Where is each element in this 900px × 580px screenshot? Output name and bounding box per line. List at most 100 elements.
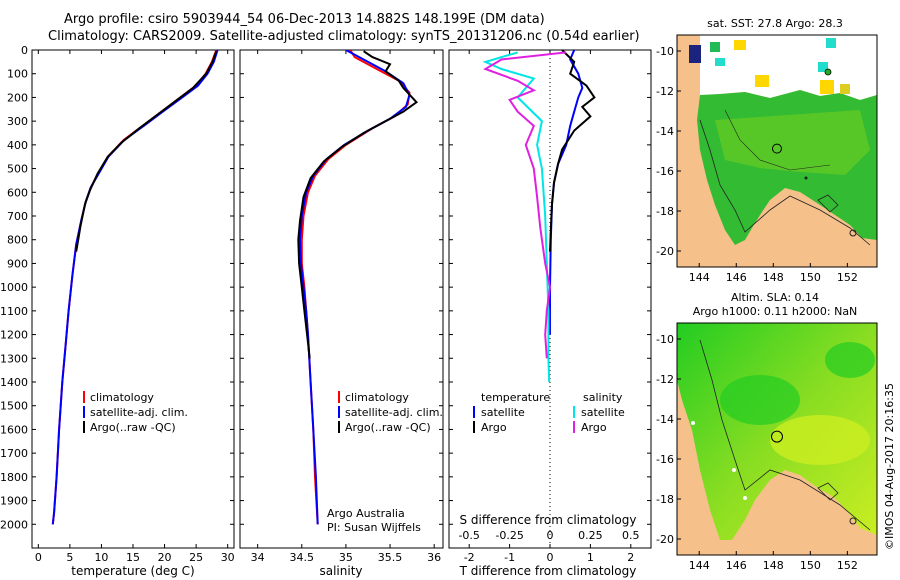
map-lat-label: -10 <box>656 45 674 58</box>
map-lat-label: -20 <box>656 245 674 258</box>
reef-ring <box>849 229 857 237</box>
imos-timestamp: ©IMOS 04-Aug-2017 20:16:35 <box>883 383 896 550</box>
sla-high-anomaly <box>770 415 870 465</box>
depth-tick-label: 1400 <box>0 376 28 389</box>
x-tick-label: 5 <box>66 551 73 564</box>
map-lon-label: 150 <box>800 559 821 572</box>
depth-tick-label: 700 <box>7 210 28 223</box>
map-lon-label: 148 <box>763 559 784 572</box>
map-lon-label: 144 <box>689 271 710 284</box>
depth-tick-label: 200 <box>7 91 28 104</box>
s-diff-tick-label: -0.25 <box>495 529 523 542</box>
salinity-legend: climatology satellite-adj. clim. Argo(..… <box>327 391 443 534</box>
sst-patch <box>820 80 834 94</box>
sst-map <box>677 35 877 267</box>
sst-map-axes: 144 146 148 150 152 -10 -12 -14 -16 -18 -20 <box>656 45 858 284</box>
depth-tick-label: 800 <box>7 234 28 247</box>
legend-satellite-label: satellite-adj. clim. <box>345 406 443 419</box>
depth-axis: 0 100 200 300 400 500 600 700 800 900 1000 1100 1200… <box>0 44 28 531</box>
sla-low-anomaly <box>720 375 800 425</box>
depth-tick-label: 600 <box>7 186 28 199</box>
series-climatology <box>300 50 411 525</box>
depth-tick-label: 1000 <box>0 281 28 294</box>
x-tick-label: 2 <box>627 551 634 564</box>
sst-patch <box>710 42 720 52</box>
depth-tick-label: 1600 <box>0 423 28 436</box>
salinity-x-axis: 34 34.5 35 35.5 36 <box>240 49 443 564</box>
reef-contour <box>724 109 831 171</box>
depth-tick-label: 2000 <box>0 518 28 531</box>
x-tick-label: 25 <box>189 551 203 564</box>
sst-patch <box>734 40 746 50</box>
reef-dot <box>732 468 736 472</box>
depth-tick-label: 500 <box>7 163 28 176</box>
x-tick-label: 30 <box>221 551 235 564</box>
temperature-legend: climatology satellite-adj. clim. Argo(..… <box>83 391 188 434</box>
series-t-argo <box>549 50 596 252</box>
t-difference-axis-label: T difference from climatology <box>459 564 637 578</box>
sla-map-title-1: Altim. SLA: 0.14 <box>731 291 819 304</box>
series-t-satellite <box>549 50 584 335</box>
series-argo-raw-qc <box>75 50 218 252</box>
reef-dot <box>804 176 808 180</box>
depth-tick-label: 1700 <box>0 447 28 460</box>
s-diff-tick-label: 0.5 <box>622 529 640 542</box>
x-tick-label: 15 <box>126 551 140 564</box>
difference-legend: temperature satellite Argo salinity sate… <box>473 391 625 434</box>
series-argo-raw-qc <box>297 50 418 359</box>
legend-s-argo-label: Argo <box>581 421 607 434</box>
map-lat-label: -18 <box>656 205 674 218</box>
x-tick-label: 35 <box>339 551 353 564</box>
depth-tick-label: 1300 <box>0 352 28 365</box>
sla-map-title-2: Argo h1000: 0.11 h2000: NaN <box>693 305 858 318</box>
map-lat-label: -10 <box>656 333 674 346</box>
salinity-axis-label: salinity <box>319 564 362 578</box>
x-tick-label: 20 <box>158 551 172 564</box>
s-difference-axis-label: S difference from climatology <box>460 513 637 527</box>
legend-satellite-label: satellite-adj. clim. <box>90 406 188 419</box>
s-diff-tick-label: 0 <box>547 529 554 542</box>
x-tick-label: 34 <box>251 551 265 564</box>
title-line-1: Argo profile: csiro 5903944_54 06-Dec-20… <box>64 12 545 27</box>
island-marker <box>824 68 832 76</box>
map-lon-label: 148 <box>763 271 784 284</box>
reef-outline <box>817 194 839 213</box>
s-diff-tick-label: -0.5 <box>458 529 479 542</box>
x-tick-label: 35.5 <box>378 551 403 564</box>
depth-tick-label: 1500 <box>0 400 28 413</box>
temperature-series <box>51 50 219 525</box>
salinity-series <box>297 50 418 525</box>
pi-annotation: PI: Susan Wijffels <box>327 521 421 534</box>
map-lat-label: -12 <box>656 373 674 386</box>
reef-dot <box>691 421 695 425</box>
sst-map-frame <box>676 34 878 268</box>
difference-series <box>482 50 596 383</box>
s-difference-x-axis: -0.5 -0.25 0 0.25 0.5 <box>458 529 639 542</box>
s-diff-tick-label: 0.25 <box>578 529 603 542</box>
sst-patch <box>840 84 850 94</box>
x-tick-label: 34.5 <box>290 551 315 564</box>
temperature-x-axis: 0 5 10 15 20 25 30 <box>32 49 235 564</box>
temperature-panel-frame <box>31 49 235 549</box>
legend-s-satellite-label: satellite <box>581 406 625 419</box>
series-satellite-adj-clim <box>298 50 411 525</box>
map-lon-label: 146 <box>726 559 747 572</box>
map-lon-label: 152 <box>837 271 858 284</box>
series-satellite-adj-clim <box>51 50 219 525</box>
depth-tick-label: 0 <box>21 44 28 57</box>
legend-t-satellite-label: satellite <box>481 406 525 419</box>
title-line-2: Climatology: CARS2009. Satellite-adjuste… <box>48 29 640 44</box>
legend-climatology-label: climatology <box>345 391 409 404</box>
legend-argo-label: Argo(..raw -QC) <box>90 421 176 434</box>
reef-dot <box>743 496 747 500</box>
x-tick-label: -1 <box>504 551 515 564</box>
map-lat-label: -16 <box>656 453 674 466</box>
depth-tick-label: 1900 <box>0 495 28 508</box>
argo-position-marker <box>771 143 782 154</box>
depth-tick-label: 400 <box>7 139 28 152</box>
series-s-satellite <box>482 51 551 383</box>
depth-tick-label: 1200 <box>0 329 28 342</box>
legend-salinity-title: salinity <box>583 391 623 404</box>
map-lat-label: -12 <box>656 85 674 98</box>
reef-outline <box>817 482 839 501</box>
